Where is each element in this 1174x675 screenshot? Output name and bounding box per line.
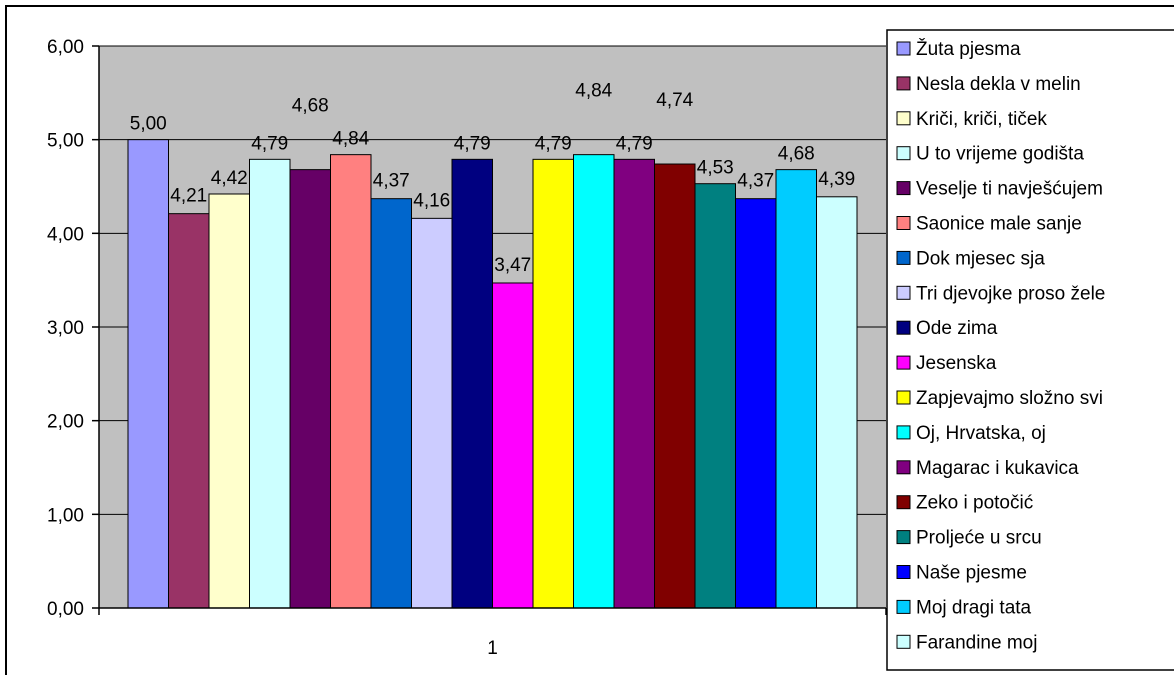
y-tick-label: 0,00 xyxy=(47,599,84,620)
data-label: 4,37 xyxy=(737,171,774,192)
legend-label: Moj dragi tata xyxy=(916,597,1032,618)
y-tick-label: 4,00 xyxy=(47,224,84,245)
bar xyxy=(532,158,574,609)
legend-swatch xyxy=(896,146,911,161)
data-label: 4,79 xyxy=(454,133,491,154)
data-label: 4,16 xyxy=(413,190,450,211)
bar xyxy=(816,196,858,609)
bar xyxy=(289,169,331,609)
legend-swatch xyxy=(896,76,911,91)
y-axis: 0,00 1,00 2,00 3,00 4,00 5,00 6,00 xyxy=(47,37,100,620)
legend-label: U to vrijeme godišta xyxy=(916,144,1084,165)
legend-label: Kriči, kriči, tiček xyxy=(916,109,1047,130)
bar xyxy=(208,193,250,609)
y-tick-label: 6,00 xyxy=(47,37,84,58)
bar xyxy=(370,198,412,609)
data-label: 4,68 xyxy=(778,144,815,165)
legend-swatch xyxy=(896,425,911,440)
y-tick-label: 3,00 xyxy=(47,318,84,339)
bars xyxy=(127,139,858,609)
legend-label: Farandine moj xyxy=(916,632,1037,653)
legend-label: Zeko i potočić xyxy=(916,493,1033,514)
bar xyxy=(613,158,655,609)
legend-label: Tri djevojke proso žele xyxy=(916,283,1105,304)
bar xyxy=(654,163,696,609)
legend-swatch xyxy=(896,320,911,335)
y-tick-label: 1,00 xyxy=(47,505,84,526)
legend-swatch xyxy=(896,250,911,265)
legend-label: Žuta pjesma xyxy=(916,38,1021,60)
bar xyxy=(694,183,736,609)
data-label: 4,37 xyxy=(373,171,410,192)
data-label: 4,21 xyxy=(170,186,207,207)
legend-swatch xyxy=(896,390,911,405)
legend-swatch xyxy=(896,216,911,230)
data-label: 5,00 xyxy=(130,114,167,135)
bar xyxy=(127,139,169,609)
data-label: 4,68 xyxy=(292,96,329,117)
legend-swatch xyxy=(896,634,911,649)
legend-label: Zapjevajmo složno svi xyxy=(916,388,1103,409)
legend: Žuta pjesma Nesla dekla v melin Kriči, kri… xyxy=(886,29,1174,671)
legend-swatch xyxy=(896,355,911,370)
legend-swatch xyxy=(896,41,911,56)
bar xyxy=(451,158,493,609)
x-tick-label: 1 xyxy=(487,638,498,659)
bar xyxy=(249,158,291,609)
data-label: 4,74 xyxy=(656,90,693,111)
legend-label: Magarac i kukavica xyxy=(916,458,1079,479)
legend-swatch xyxy=(896,181,911,196)
bar xyxy=(573,154,615,609)
legend-swatch xyxy=(896,285,911,300)
legend-label: Naše pjesme xyxy=(916,563,1027,584)
data-label: 4,39 xyxy=(818,169,855,190)
legend-label: Saonice male sanje xyxy=(916,214,1082,235)
legend-box xyxy=(886,29,1174,671)
data-label: 3,47 xyxy=(494,255,531,276)
y-tick-label: 2,00 xyxy=(47,412,84,433)
data-label: 4,84 xyxy=(575,81,612,102)
legend-swatch xyxy=(896,111,911,126)
legend-swatch xyxy=(896,599,911,614)
bar xyxy=(411,217,453,609)
data-label: 4,79 xyxy=(251,133,288,154)
data-labels: 5,004,214,424,794,684,844,374,164,793,47… xyxy=(130,81,855,276)
data-label: 4,53 xyxy=(697,158,734,179)
bar xyxy=(735,198,777,609)
bar xyxy=(492,282,534,609)
legend-swatch xyxy=(896,495,911,510)
x-axis: 1 xyxy=(98,607,887,659)
y-tick-label: 5,00 xyxy=(47,131,84,152)
data-label: 4,79 xyxy=(535,133,572,154)
legend-label: Veselje ti navješćujem xyxy=(916,179,1103,200)
bar xyxy=(775,169,817,609)
legend-label: Oj, Hrvatska, oj xyxy=(916,423,1046,444)
legend-swatch xyxy=(896,460,911,475)
bar xyxy=(330,154,372,609)
legend-label: Dok mjesec sja xyxy=(916,248,1045,269)
legend-label: Jesenska xyxy=(916,353,997,374)
legend-swatch xyxy=(896,565,911,579)
legend-swatch xyxy=(896,530,911,545)
legend-label: Nesla dekla v melin xyxy=(916,74,1081,95)
data-label: 4,79 xyxy=(616,133,653,154)
data-label: 4,42 xyxy=(211,168,248,189)
data-label: 4,84 xyxy=(332,129,369,150)
legend-label: Proljeće u srcu xyxy=(916,528,1042,549)
legend-label: Ode zima xyxy=(916,318,998,339)
bar xyxy=(168,213,210,609)
